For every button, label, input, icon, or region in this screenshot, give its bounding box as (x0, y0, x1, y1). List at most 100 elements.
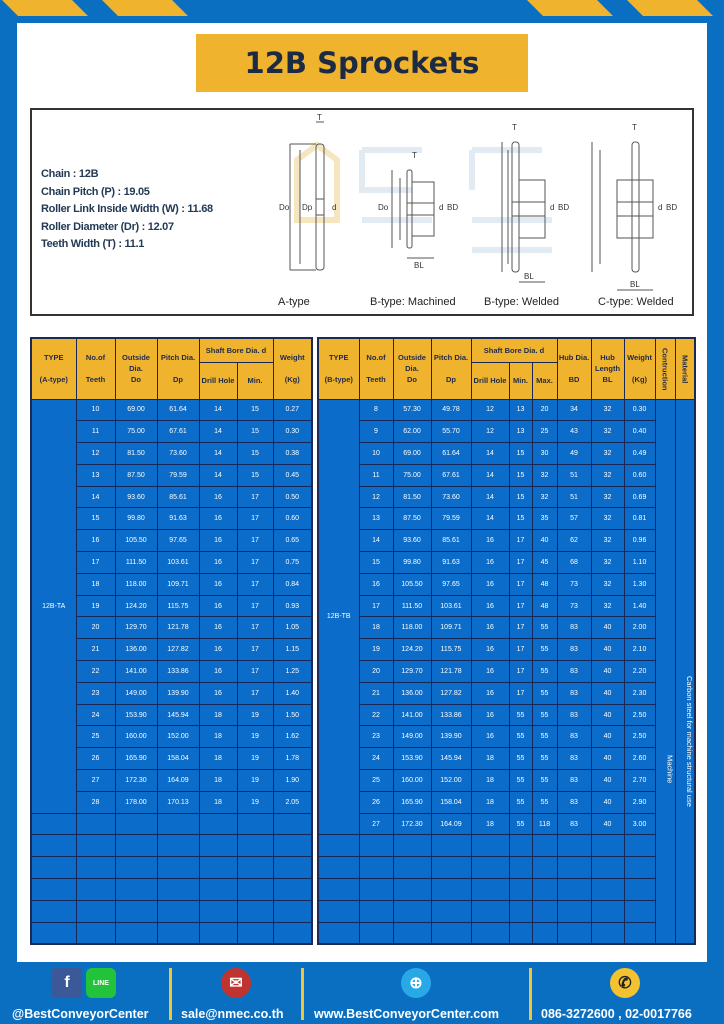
drill-hole-cell: 16 (470, 529, 510, 553)
weight-cell: 0.50 (272, 485, 313, 509)
weight-cell: 0.65 (272, 529, 313, 553)
teeth-cell: 25 (358, 769, 394, 792)
table-row (317, 834, 695, 858)
weight-cell: 0.27 (272, 398, 313, 422)
empty-cell (590, 899, 625, 923)
pitch-dia-cell: 133.86 (430, 703, 472, 727)
pitch-dia-cell: 85.61 (430, 529, 472, 553)
outside-dia-cell: 57.30 (392, 398, 432, 422)
empty-cell (531, 834, 558, 858)
teeth-cell: 25 (75, 725, 116, 749)
empty-cell (75, 834, 116, 858)
weight-cell: 2.30 (623, 681, 656, 705)
header-drill-hole: Drill Hole (470, 361, 510, 400)
phone-number[interactable]: 086-3272600 , 02-0017766 (541, 1007, 692, 1021)
empty-cell (75, 856, 116, 880)
table-row: 27 172.30 164.09 18 55 118 83 40 3.00 (318, 812, 695, 836)
drill-hole-cell: 18 (470, 769, 510, 792)
table-row (30, 812, 313, 836)
min-cell: 55 (508, 725, 533, 749)
outside-dia-cell: 62.00 (392, 420, 432, 444)
empty-cell (392, 856, 432, 880)
min-cell: 17 (236, 485, 274, 509)
hub-dia-cell: 73 (556, 594, 592, 618)
hub-length-cell: 32 (590, 442, 625, 465)
header-min: Min. (236, 361, 274, 400)
weight-cell: 3.00 (623, 812, 656, 836)
email-link[interactable]: sale@nmec.co.th (181, 1007, 284, 1021)
facebook-icon[interactable]: f (52, 968, 82, 998)
table-row (30, 834, 313, 858)
pitch-dia-cell: 49.78 (430, 398, 472, 422)
drill-hole-cell: 16 (198, 638, 238, 662)
table-row: 23 149.00 139.90 16 55 55 83 40 2.50 (318, 725, 695, 749)
min-cell: 17 (508, 681, 533, 705)
weight-cell: 0.75 (272, 551, 313, 574)
social-handle[interactable]: @BestConveyorCenter (12, 1007, 149, 1021)
pitch-dia-cell: 97.65 (156, 529, 200, 553)
table-row: 25 160.00 152.00 18 19 1.62 (31, 725, 313, 749)
empty-cell (358, 921, 394, 945)
pitch-dia-cell: 139.90 (430, 725, 472, 749)
min-cell: 19 (236, 790, 274, 814)
label-d: d (550, 203, 554, 212)
spec-pitch: Chain Pitch (P) : 19.05 (41, 185, 150, 198)
teeth-cell: 12 (358, 485, 394, 509)
top-stripe (2, 0, 88, 16)
weight-cell: 0.60 (623, 463, 656, 487)
min-cell: 17 (236, 594, 274, 618)
pitch-dia-cell: 115.75 (430, 638, 472, 662)
pitch-dia-cell: 103.61 (430, 594, 472, 618)
drill-hole-cell: 14 (198, 420, 238, 444)
drill-hole-cell: 14 (198, 463, 238, 487)
construction-value: Machine (665, 754, 675, 783)
divider (529, 968, 532, 1020)
outside-dia-cell: 172.30 (114, 769, 158, 792)
empty-cell (114, 878, 158, 901)
caption-b-welded: B-type: Welded (484, 296, 560, 308)
label-dp: Dp (302, 203, 313, 212)
empty-cell (198, 812, 238, 836)
hub-length-cell: 32 (590, 572, 625, 596)
empty-cell (508, 856, 533, 880)
outside-dia-cell: 81.50 (392, 485, 432, 509)
table-row (30, 921, 313, 945)
table-row: 16 105.50 97.65 16 17 0.65 (31, 529, 313, 553)
label-do: Do (378, 203, 389, 212)
empty-cell (156, 899, 200, 923)
empty-cell (30, 921, 77, 945)
label-t: T (412, 151, 417, 160)
min-cell: 17 (236, 660, 274, 683)
pitch-dia-cell: 91.63 (430, 551, 472, 574)
empty-cell (531, 899, 558, 923)
table-row: 13 87.50 79.59 14 15 0.45 (31, 463, 313, 487)
table-row: 20 129.70 121.78 16 17 1.05 (31, 616, 313, 640)
min-cell: 17 (508, 551, 533, 574)
hub-length-cell: 40 (590, 681, 625, 705)
hub-length-cell: 32 (590, 398, 625, 422)
drill-hole-cell: 18 (470, 812, 510, 836)
sprocket-drawings: T Do Dp d BL T Do d BD BL T d BD (279, 113, 677, 291)
teeth-cell: 26 (75, 747, 116, 771)
header-material: Material (674, 337, 696, 400)
outside-dia-cell: 165.90 (114, 747, 158, 771)
min-cell: 17 (508, 638, 533, 662)
table-row: 18 118.00 109.71 16 17 0.84 (31, 572, 313, 596)
header-drill-hole: Drill Hole (198, 361, 238, 400)
hub-length-cell: 32 (590, 551, 625, 574)
outside-dia-cell: 136.00 (114, 638, 158, 662)
drill-hole-cell: 16 (198, 529, 238, 553)
teeth-cell: 21 (75, 638, 116, 662)
table-row: 25 160.00 152.00 18 55 55 83 40 2.70 (318, 769, 695, 792)
hub-length-cell: 32 (590, 594, 625, 618)
line-icon[interactable]: LINE (86, 968, 116, 998)
hub-dia-cell: 62 (556, 529, 592, 553)
outside-dia-cell: 165.90 (392, 790, 432, 814)
max-cell: 55 (531, 616, 558, 640)
hub-dia-cell: 83 (556, 703, 592, 727)
spec-chain: Chain : 12B (41, 168, 99, 180)
pitch-dia-cell: 145.94 (156, 703, 200, 727)
caption-b-machined: B-type: Machined (370, 296, 456, 308)
pitch-dia-cell: 91.63 (156, 507, 200, 531)
website-link[interactable]: www.BestConveyorCenter.com (314, 1007, 500, 1021)
